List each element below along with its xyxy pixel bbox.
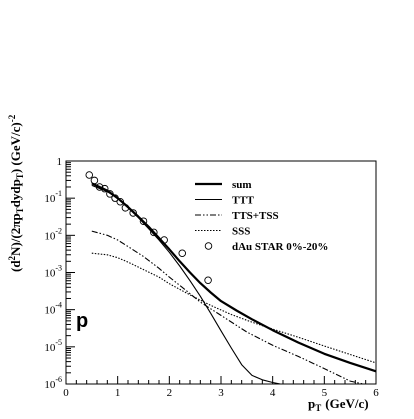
y-tick-label: 10-3 <box>44 264 62 280</box>
y-tick-label: 10-5 <box>44 338 62 354</box>
legend-label: SSS <box>232 226 250 238</box>
data-point <box>139 217 148 225</box>
axes-layer: 0 1 2 3 4 5 6 10-6 10-5 10-4 10-3 10-2 10-1 1 <box>44 156 379 399</box>
legend-marker <box>204 242 213 250</box>
data-point <box>100 184 109 193</box>
x-axis-title-unit: (GeV/c) <box>325 396 368 411</box>
x-tick-label: 5 <box>322 387 328 399</box>
y-tick-label: 10-1 <box>44 189 62 205</box>
y-axis-title-p9: -2 <box>7 114 17 122</box>
data-point <box>111 194 119 202</box>
x-axis-title-sub: T <box>315 403 321 413</box>
y-axis-title-p8: ) (GeV/c) <box>8 122 23 173</box>
series-line-3 <box>91 252 377 364</box>
legend-label: sum <box>232 179 252 191</box>
y-axis-title-p5: T <box>15 207 25 213</box>
data-point <box>106 190 114 198</box>
data-point <box>90 176 99 185</box>
y-axis-title-p2: N)/(2 <box>8 228 23 256</box>
data-point <box>95 183 104 191</box>
x-axis-title-main: p <box>308 396 315 411</box>
legend-label: dAu STAR 0%-20% <box>232 241 328 253</box>
y-tick-label: 10-6 <box>44 375 62 391</box>
x-tick-label: 0 <box>63 387 69 399</box>
panel-label: p <box>76 310 88 332</box>
x-tick-label: 4 <box>270 387 276 399</box>
data-point <box>121 204 130 212</box>
x-tick-label: 1 <box>115 387 121 399</box>
series-line-2 <box>91 230 364 385</box>
x-tick-label: 3 <box>218 387 224 399</box>
data-point <box>116 198 124 206</box>
legend-label: TTT <box>232 195 255 207</box>
y-axis-title-p6: dydp <box>8 179 23 207</box>
x-tick-label: 2 <box>167 387 173 399</box>
x-axis-title: pT (GeV/c) <box>308 396 369 413</box>
data-point <box>150 228 158 237</box>
y-axis-title-p0: (d <box>8 260 23 272</box>
y-axis-title-p3: π <box>8 221 23 228</box>
y-tick-label: 10-2 <box>44 226 62 242</box>
y-axis-title-p4: p <box>8 213 23 220</box>
series-layer <box>85 171 377 385</box>
x-tick-label: 6 <box>373 387 379 399</box>
data-point <box>204 276 212 284</box>
y-tick-label: 1 <box>57 156 63 168</box>
y-axis-title: (d2N)/(2πpTdydpT) (GeV/c)-2 <box>7 114 25 272</box>
y-axis-title-p1: 2 <box>7 255 17 260</box>
y-tick-label: 10-4 <box>44 301 62 317</box>
y-axis-title-p7: T <box>15 173 25 179</box>
data-point <box>85 171 93 179</box>
legend-label: TTS+TSS <box>232 210 279 222</box>
data-point <box>178 249 186 257</box>
legend: sum TTT TTS+TSS SSS dAu STAR 0%-20% <box>195 179 328 253</box>
data-point <box>160 236 168 244</box>
series-line-0 <box>91 182 377 373</box>
data-point <box>129 209 137 217</box>
series-line-1 <box>91 184 281 385</box>
